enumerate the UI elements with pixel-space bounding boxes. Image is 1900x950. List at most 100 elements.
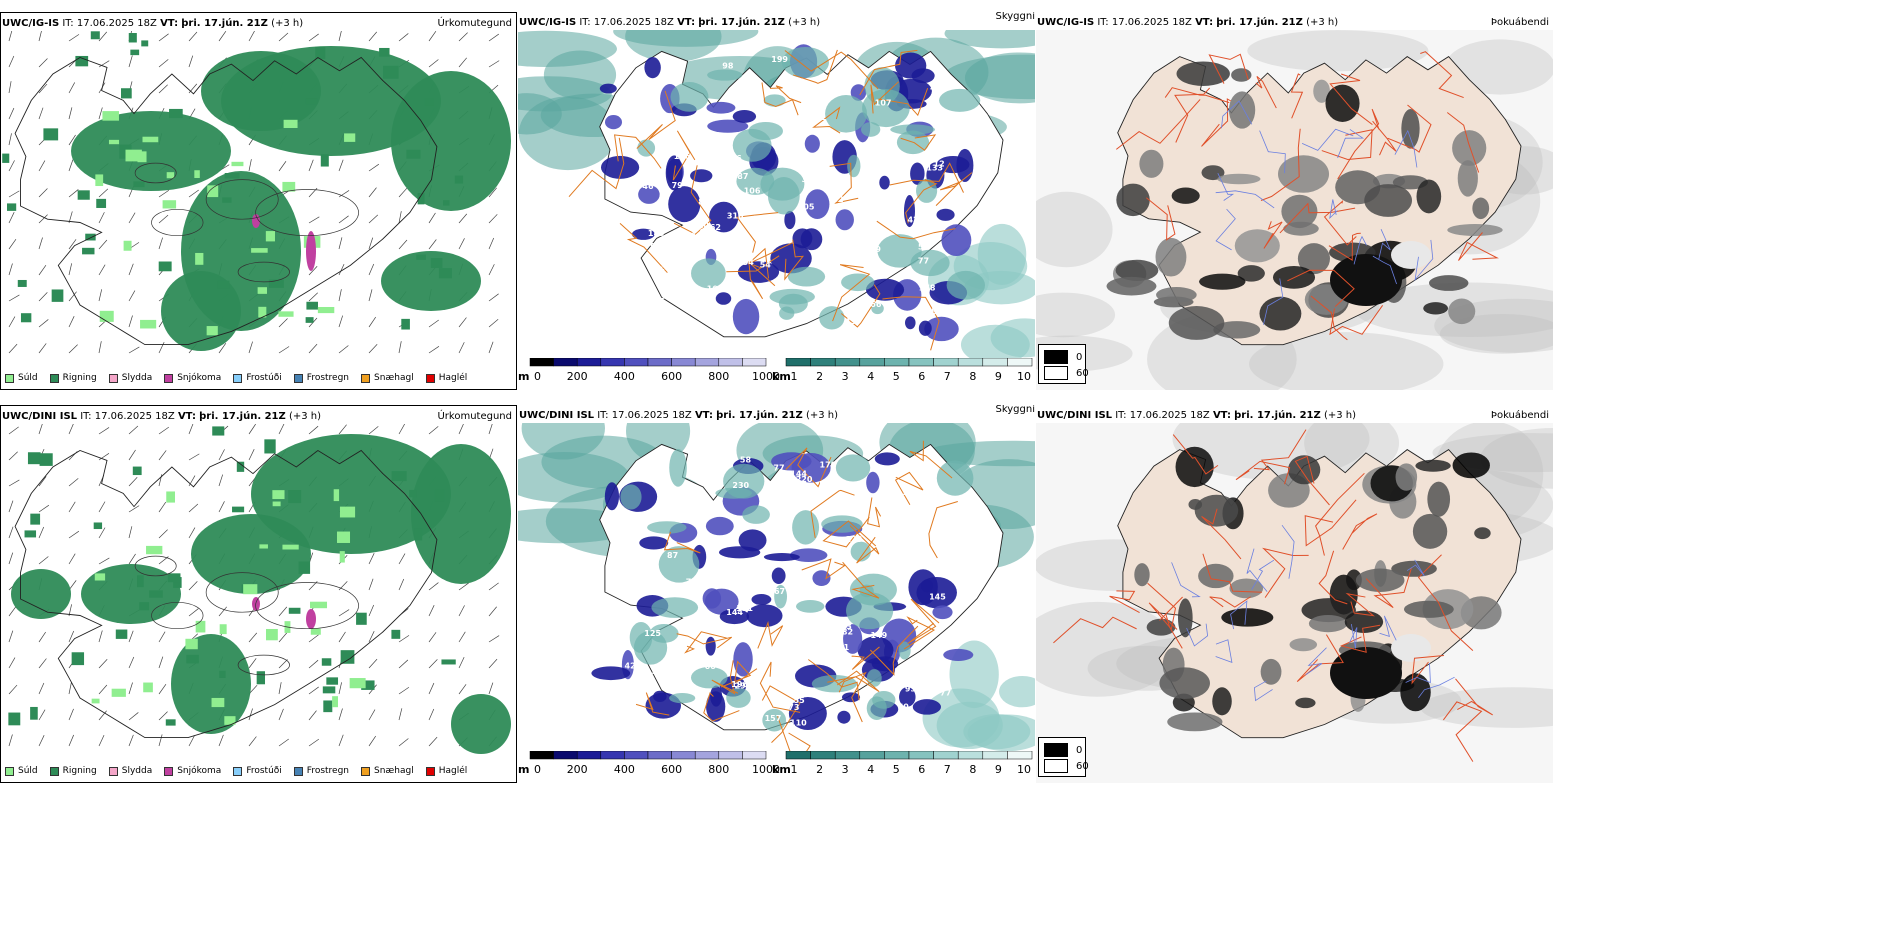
ceiling-value: 275: [930, 82, 947, 91]
ceiling-value: 98: [625, 266, 637, 275]
legend-label: Slydda: [121, 766, 153, 776]
legend-label: Haglél: [438, 766, 468, 776]
panel-header: UWC/IG-IS IT: 17.06.2025 18Z VT: þri. 17…: [2, 18, 512, 29]
glacier-outline: [237, 261, 290, 283]
visibility-tick-label: 5: [893, 370, 900, 383]
glacier-outline: [151, 601, 204, 630]
ceiling-colorbar: m 0 200 400 600 800 1000: [518, 358, 780, 383]
ceiling-value: 223: [846, 535, 863, 544]
ceiling-value: 318: [727, 211, 744, 220]
visibility-colorbar-segment: [810, 358, 836, 367]
ceiling-value: 62: [710, 223, 721, 232]
visibility-tick-label: 6: [918, 370, 925, 383]
ceiling-value: 290: [735, 681, 752, 690]
ceiling-panel-dini: UWC/DINI ISL IT: 17.06.2025 18Z VT: þri.…: [518, 405, 1035, 783]
ceiling-value: 134: [737, 258, 754, 267]
ceiling-value: 157: [765, 714, 782, 723]
ceiling-value: 48: [851, 502, 863, 511]
precip-type-map: [2, 31, 511, 354]
ceiling-value: 68: [699, 228, 711, 237]
ceiling-colorbar-segment: [624, 358, 649, 367]
visibility-colorbar: km 1 2 3 4 5 6 7 8 9 10: [772, 358, 1033, 383]
ceiling-value: 82: [832, 195, 843, 204]
glacier-outline: [134, 162, 177, 184]
legend-swatch: [49, 766, 59, 776]
legend-label: Haglél: [438, 373, 468, 383]
ceiling-value: 48: [934, 114, 946, 123]
ceiling-colorbar-segment: [647, 358, 672, 367]
ceiling-value: 177: [635, 572, 652, 581]
valid-time: þri. 17.jún. 21Z: [181, 18, 268, 29]
ceiling-value: 196: [731, 680, 748, 689]
legend-swatch: [425, 766, 435, 776]
ceiling-value: 33: [793, 583, 804, 592]
ceiling-value: 54: [760, 260, 772, 269]
coastline: [14, 449, 438, 739]
ceiling-colorbar-segment: [576, 751, 602, 760]
precip-type-panel-igis: UWC/IG-IS IT: 17.06.2025 18Z VT: þri. 17…: [0, 12, 517, 390]
ceiling-colorbar-segment: [671, 751, 696, 760]
ceiling-value: 106: [744, 186, 761, 195]
ceiling-value: 46: [642, 182, 654, 191]
ceiling-value: 110: [692, 221, 709, 230]
panel-header: UWC/DINI ISL IT: 17.06.2025 18Z VT: þri.…: [2, 411, 512, 422]
ceiling-value: 83: [698, 198, 709, 207]
ceiling-colorbar-segment: [694, 358, 720, 367]
ceiling-value: 77: [918, 256, 929, 265]
legend-item: Rigning: [49, 373, 97, 383]
legend-swatch: [293, 766, 303, 776]
ceiling-value: 66: [705, 662, 717, 671]
glacier-outline: [151, 208, 204, 237]
visibility-tick-label: 6: [918, 763, 925, 776]
ceiling-value: 103: [707, 285, 724, 294]
ceiling-colorbar-segment: [529, 358, 554, 367]
ceiling-value-labels: 71 275 79 89 77 54 106 97 92 54 71 59 48 68 93 42 54 36 98…: [618, 55, 947, 333]
ceiling-map: 71 275 79 89 77 54 106 97 92 54 71 59 48 68 93 42 54 36 98…: [518, 30, 1035, 358]
visibility-tick-label: 1: [791, 370, 798, 383]
ceiling-value: 107: [875, 99, 892, 108]
ceiling-value: 167: [737, 713, 754, 722]
precip-type-legend: Súld Rigning Slydda Snjókoma Frostúði Frostre…: [5, 766, 467, 776]
ceiling-value: 233: [835, 622, 852, 631]
visibility-tick-label: 10: [1017, 763, 1031, 776]
ceiling-value: 77: [686, 578, 697, 587]
legend-swatch: [49, 373, 59, 383]
fog-panel-igis: UWC/IG-IS IT: 17.06.2025 18Z VT: þri. 17…: [1036, 12, 1553, 390]
ceiling-value: 93: [655, 292, 666, 301]
ceiling-value: 275: [673, 324, 690, 333]
visibility-colorbar-segment: [810, 751, 836, 760]
precip-type-panel-dini: UWC/DINI ISL IT: 17.06.2025 18Z VT: þri.…: [0, 405, 517, 783]
glacier-outline: [134, 555, 177, 577]
legend-swatch: [108, 766, 118, 776]
ceiling-value: 230: [732, 481, 749, 490]
ceiling-value: 58: [740, 456, 752, 465]
ceiling-value: 93: [905, 685, 916, 694]
ceiling-value: 97: [809, 154, 820, 163]
ceiling-value: 419: [886, 499, 903, 508]
legend-label: Snæhagl: [374, 766, 414, 776]
fog-swatch-60: [1044, 759, 1068, 773]
ceiling-value: 42: [625, 662, 636, 671]
visibility-colorbar-segment: [884, 751, 910, 760]
legend-swatch: [164, 766, 174, 776]
ceiling-tick-label: 400: [614, 370, 635, 383]
visibility-colorbar-segment: [957, 751, 984, 760]
legend-item: Slydda: [108, 766, 153, 776]
ceiling-value: 43: [918, 237, 929, 246]
ceiling-value: 41: [647, 557, 659, 566]
ceiling-value: 146: [874, 161, 891, 170]
fog-swatch-0: [1044, 743, 1068, 757]
ceiling-colorbar-segment: [671, 358, 696, 367]
fog-index-shading: [1106, 61, 1503, 340]
legend-item: Haglél: [425, 766, 468, 776]
legend-item: Snæhagl: [361, 373, 414, 383]
ceiling-value: 50: [652, 667, 664, 676]
ceiling-value: 133: [926, 163, 943, 172]
ceiling-value: 242: [772, 525, 789, 534]
legend-item: Snjókoma: [164, 373, 221, 383]
model-label: UWC/IG-IS: [2, 18, 60, 29]
legend-label: Frostúði: [246, 373, 282, 383]
ceiling-tick-label: 600: [661, 763, 682, 776]
glacier-outline: [205, 179, 279, 220]
